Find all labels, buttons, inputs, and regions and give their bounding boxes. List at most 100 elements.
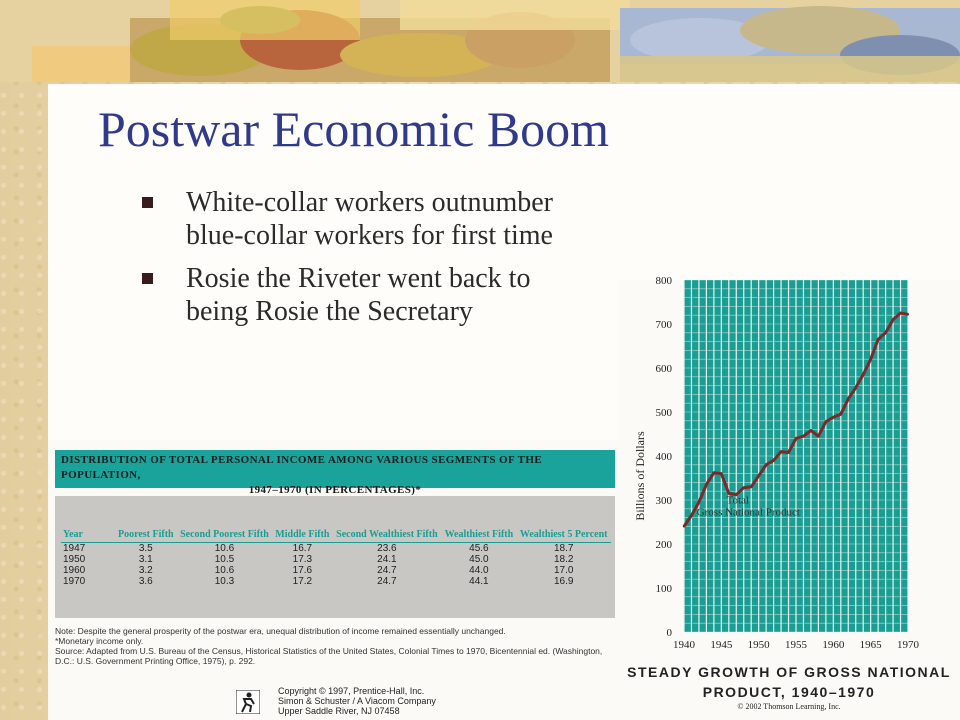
data-point: [705, 483, 708, 486]
table-cell: 45.6: [469, 542, 489, 554]
data-point: [742, 486, 745, 489]
data-point: [697, 501, 701, 504]
column-header: Second Wealthiest Fifth: [332, 496, 442, 543]
data-point: [906, 313, 910, 316]
table-cell: 10.3: [214, 575, 235, 587]
y-axis-label: Billions of Dollars: [633, 431, 647, 521]
x-tick-label: 1965: [860, 639, 883, 651]
table-cell: 17.2: [292, 575, 313, 587]
series-label: Total: [727, 495, 749, 507]
y-tick-label: 600: [656, 363, 673, 375]
table-notes: Note: Despite the general prosperity of …: [55, 626, 615, 666]
data-point: [847, 397, 850, 400]
table-cell: 1950: [63, 553, 86, 565]
data-point: [727, 492, 730, 495]
bullet-item: White-collar workers outnumber blue-coll…: [140, 186, 560, 252]
autumn-leaves-banner: [0, 0, 960, 82]
y-tick-label: 200: [656, 539, 673, 551]
income-table-title-line2: 1947–1970 (in Percentages)*: [248, 484, 422, 496]
table-cell: 18.2: [553, 553, 574, 565]
data-point: [787, 451, 790, 454]
table-cell: 1970: [63, 575, 86, 587]
table-cell: 24.7: [377, 575, 397, 587]
table-cell: 1947: [63, 542, 86, 554]
table-footnote: *Monetary income only.: [55, 636, 144, 646]
y-tick-label: 300: [656, 495, 673, 507]
table-cell: 17.6: [292, 564, 313, 576]
copyright-line: Upper Saddle River, NJ 07458: [278, 706, 400, 716]
publisher-logo-icon: [236, 690, 260, 714]
table-cell: 3.2: [138, 564, 153, 576]
copyright-line: Simon & Schuster / A Viacom Company: [278, 696, 436, 706]
data-point: [899, 311, 902, 315]
data-point: [772, 459, 775, 462]
table-row: 1947 3.5 10.6 16.7 23.6 45.6 18.7: [61, 542, 611, 554]
data-point: [720, 472, 723, 475]
table-cell: 3.5: [138, 542, 153, 554]
income-table-title-line1: Distribution of Total Personal Income am…: [61, 454, 543, 481]
y-tick-label: 500: [656, 407, 673, 419]
bullet-square-icon: [142, 273, 153, 284]
data-point: [690, 514, 693, 517]
x-tick-label: 1955: [785, 639, 808, 651]
data-point: [764, 463, 768, 466]
table-note: Note: Despite the general prosperity of …: [55, 626, 506, 636]
table-cell: 17.3: [292, 553, 313, 565]
income-table-title: Distribution of Total Personal Income am…: [55, 450, 615, 496]
table-cell: 45.0: [469, 553, 489, 565]
bullet-list: White-collar workers outnumber blue-coll…: [140, 186, 560, 338]
y-tick-label: 700: [656, 319, 673, 331]
data-point: [839, 413, 842, 416]
data-point: [891, 318, 895, 321]
x-tick-label: 1960: [822, 639, 845, 651]
table-cell: 16.7: [292, 542, 313, 554]
data-point: [854, 386, 857, 389]
data-point: [757, 474, 760, 477]
table-source: Source: Adapted from U.S. Bureau of the …: [55, 646, 603, 666]
data-point: [884, 331, 887, 334]
data-point: [817, 435, 820, 438]
table-cell: 3.1: [138, 553, 153, 565]
table-cell: 23.6: [377, 542, 397, 554]
data-point: [802, 435, 805, 438]
data-point: [862, 373, 865, 376]
data-point: [824, 420, 828, 423]
slide-title: Postwar Economic Boom: [98, 101, 610, 157]
column-header: Year: [61, 496, 115, 543]
table-cell: 10.6: [214, 564, 235, 576]
bullet-text: Rosie the Riveter went back to being Ros…: [186, 263, 531, 327]
data-point: [712, 471, 716, 474]
table-cell: 3.6: [138, 575, 153, 587]
table-cell: 44.0: [469, 564, 489, 576]
table-cell: 24.1: [377, 553, 397, 565]
table-cell: 17.0: [553, 564, 574, 576]
chart-caption-line2: Product, 1940–1970: [702, 684, 876, 700]
table-cell: 44.1: [469, 575, 489, 587]
bullet-text: White-collar workers outnumber blue-coll…: [186, 187, 553, 251]
x-tick-label: 1950: [748, 639, 771, 651]
gnp-line-chart: 0 100 200 300 400 500 600 700 800 1940 1945 1950 195…: [633, 275, 920, 651]
table-cell: 1960: [63, 564, 86, 576]
y-tick-label: 0: [667, 627, 673, 639]
income-table-body: Year Poorest Fifth Second Poorest Fifth …: [55, 496, 615, 618]
chart-caption: Steady Growth of Gross National Product,…: [624, 662, 954, 702]
table-row: 1950 3.1 10.5 17.3 24.1 45.0 18.2: [61, 554, 611, 565]
y-tick-label: 800: [656, 275, 673, 287]
y-tick-label: 400: [656, 451, 673, 463]
data-point: [832, 416, 835, 419]
bullet-square-icon: [142, 197, 153, 208]
data-point: [735, 493, 738, 496]
column-header: Middle Fifth: [272, 496, 333, 543]
copyright-line: Copyright © 1997, Prentice-Hall, Inc.: [278, 686, 425, 696]
data-point: [869, 358, 872, 361]
table-cell: 10.5: [214, 553, 235, 565]
x-tick-label: 1945: [710, 639, 733, 651]
table-row: 1970 3.6 10.3 17.2 24.7 44.1 16.9: [61, 576, 611, 587]
column-header: Wealthiest 5 Percent: [516, 496, 611, 543]
chart-caption-line1: Steady Growth of Gross National: [627, 664, 951, 680]
bullet-item: Rosie the Riveter went back to being Ros…: [140, 262, 560, 328]
data-point: [809, 429, 813, 432]
table-cell: 24.7: [377, 564, 397, 576]
x-tick-label: 1970: [897, 639, 920, 651]
data-point: [876, 338, 880, 341]
